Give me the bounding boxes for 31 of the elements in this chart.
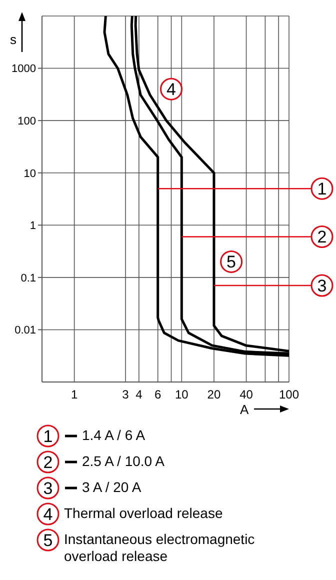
y-axis-title: s xyxy=(10,32,17,47)
annotation: 4 xyxy=(166,80,176,100)
legend-label: 2.5 A / 10.0 A xyxy=(82,452,166,470)
x-tick-label: 1 xyxy=(70,388,78,402)
x-tick-label: 20 xyxy=(207,388,221,402)
x-axis-title: A xyxy=(240,402,249,417)
annotation: 5 xyxy=(226,252,236,272)
legend-label: 3 A / 20 A xyxy=(82,478,142,496)
x-tick-label: 10 xyxy=(174,388,189,402)
y-tick-label: 0.1 xyxy=(20,272,36,284)
annotation: 1 xyxy=(317,180,327,199)
y-tick-label: 1 xyxy=(30,220,36,232)
text: 1 xyxy=(43,427,53,446)
text: Thermal overload release xyxy=(64,504,224,522)
annotation: 3 xyxy=(317,276,327,296)
x-tick-label: 6 xyxy=(154,388,162,402)
text: Instantaneous electromagnetic overload release xyxy=(64,530,256,565)
text: 4 xyxy=(43,505,53,524)
y-tick-label: 10 xyxy=(24,168,36,180)
x-tick-label: 100 xyxy=(278,388,300,402)
x-tick-label: 3 xyxy=(122,388,130,402)
y-tick-label: 1000 xyxy=(12,63,36,76)
text: 5 xyxy=(43,531,53,550)
x-tick-label: 40 xyxy=(240,388,254,402)
annotation: 2 xyxy=(317,228,327,247)
y-tick-label: 0.01 xyxy=(14,324,36,337)
y-tick-label: 100 xyxy=(18,115,36,128)
text: 2 xyxy=(43,453,53,472)
x-tick-label: 4 xyxy=(136,388,143,402)
legend-label: 1.4 A / 6 A xyxy=(82,426,146,444)
text: 3 xyxy=(43,479,53,498)
